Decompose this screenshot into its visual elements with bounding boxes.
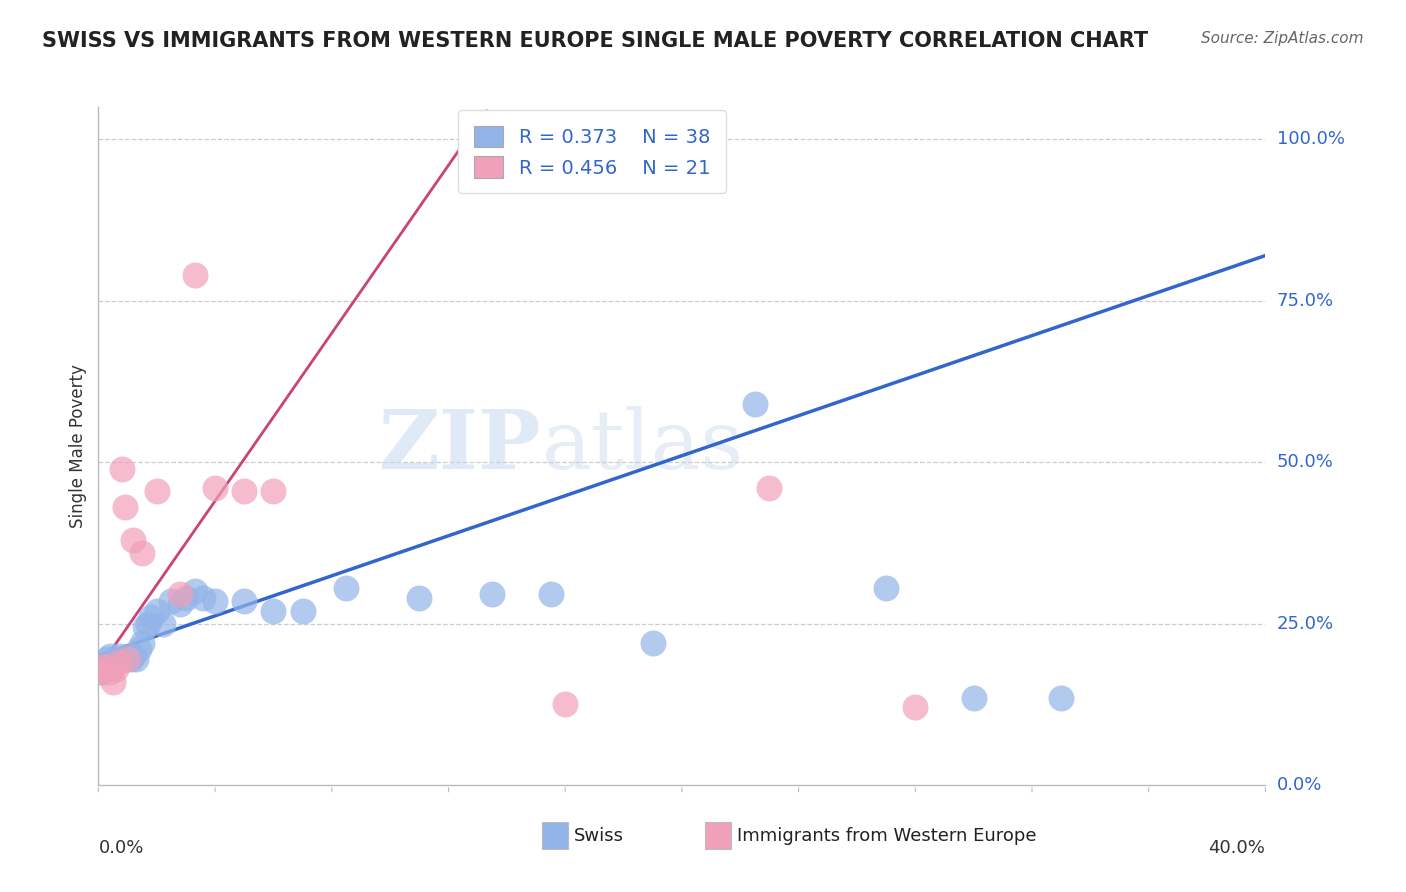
Point	[169, 587, 191, 601]
Point	[96, 652, 118, 666]
Point	[96, 662, 118, 676]
Point	[408, 591, 430, 605]
Point	[93, 658, 115, 673]
Text: atlas: atlas	[541, 406, 744, 486]
Point	[101, 674, 124, 689]
Point	[108, 655, 131, 669]
Point	[152, 616, 174, 631]
Text: 0.0%: 0.0%	[1277, 776, 1322, 794]
Point	[233, 484, 256, 499]
Point	[540, 587, 562, 601]
Point	[233, 594, 256, 608]
Point	[1050, 690, 1073, 705]
Point	[111, 461, 134, 475]
Point	[136, 616, 159, 631]
Point	[139, 610, 162, 624]
Point	[98, 648, 121, 663]
FancyBboxPatch shape	[706, 822, 731, 849]
FancyBboxPatch shape	[541, 822, 568, 849]
Text: Source: ZipAtlas.com: Source: ZipAtlas.com	[1201, 31, 1364, 46]
Point	[554, 698, 576, 712]
Point	[174, 591, 197, 605]
Y-axis label: Single Male Poverty: Single Male Poverty	[69, 364, 87, 528]
Point	[262, 484, 284, 499]
Text: 25.0%: 25.0%	[1277, 615, 1334, 632]
Text: 50.0%: 50.0%	[1277, 453, 1333, 471]
Point	[114, 500, 136, 515]
Point	[875, 581, 897, 595]
Text: 100.0%: 100.0%	[1277, 130, 1344, 148]
Point	[131, 636, 153, 650]
Point	[204, 481, 226, 495]
Text: SWISS VS IMMIGRANTS FROM WESTERN EUROPE SINGLE MALE POVERTY CORRELATION CHART: SWISS VS IMMIGRANTS FROM WESTERN EUROPE …	[42, 31, 1149, 51]
Point	[108, 648, 131, 663]
Point	[193, 591, 215, 605]
Point	[117, 652, 139, 666]
Text: ZIP: ZIP	[380, 406, 541, 486]
Point	[904, 700, 927, 714]
Point	[90, 665, 112, 679]
Point	[183, 584, 205, 599]
Point	[204, 594, 226, 608]
Point	[125, 652, 148, 666]
Point	[122, 533, 145, 547]
Point	[744, 397, 766, 411]
Text: 0.0%: 0.0%	[98, 839, 143, 857]
Point	[111, 652, 134, 666]
Text: Immigrants from Western Europe: Immigrants from Western Europe	[737, 827, 1036, 845]
Point	[146, 604, 169, 618]
Point	[98, 665, 121, 679]
Point	[183, 268, 205, 282]
Point	[122, 648, 145, 663]
Point	[160, 594, 183, 608]
Text: 40.0%: 40.0%	[1209, 839, 1265, 857]
Point	[104, 662, 127, 676]
Text: Swiss: Swiss	[574, 827, 623, 845]
Point	[962, 690, 984, 705]
Point	[335, 581, 357, 595]
Text: 75.0%: 75.0%	[1277, 292, 1334, 310]
Point	[291, 604, 314, 618]
Point	[120, 652, 142, 666]
Point	[134, 620, 156, 634]
Point	[93, 658, 115, 673]
Point	[114, 652, 136, 666]
Point	[90, 665, 112, 679]
Point	[641, 636, 664, 650]
Point	[481, 587, 503, 601]
Point	[146, 484, 169, 499]
Point	[131, 545, 153, 559]
Point	[262, 604, 284, 618]
Point	[101, 658, 124, 673]
Point	[117, 648, 139, 663]
Point	[758, 481, 780, 495]
Point	[104, 652, 127, 666]
Point	[169, 597, 191, 611]
Legend: R = 0.373    N = 38, R = 0.456    N = 21: R = 0.373 N = 38, R = 0.456 N = 21	[458, 110, 725, 194]
Point	[128, 642, 150, 657]
